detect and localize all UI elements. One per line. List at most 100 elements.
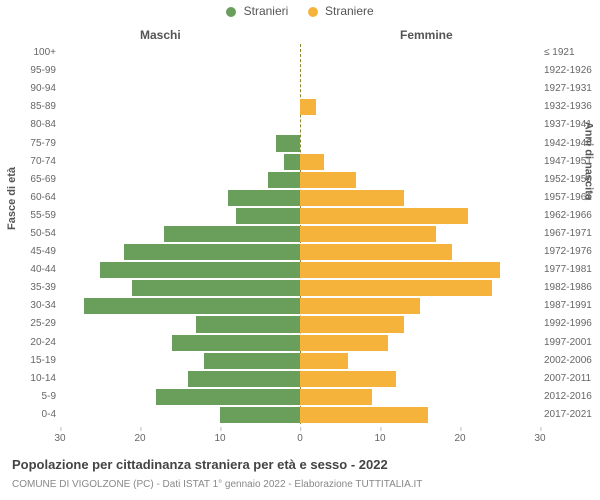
pyramid-row: 70-741947-1951: [60, 153, 540, 171]
birth-year-label: 2012-2016: [544, 392, 598, 402]
bar-male: [164, 226, 300, 242]
pyramid-row: 95-991922-1926: [60, 62, 540, 80]
legend-item-male: Stranieri: [226, 4, 288, 18]
age-label: 90-94: [14, 84, 56, 94]
x-tick: 20: [134, 433, 145, 444]
bar-female: [300, 407, 428, 423]
age-label: 30-34: [14, 301, 56, 311]
pyramid-row: 10-142007-2011: [60, 370, 540, 388]
bar-female: [300, 335, 388, 351]
bar-female: [300, 172, 356, 188]
pyramid-row: 20-241997-2001: [60, 334, 540, 352]
pyramid-row: 50-541967-1971: [60, 225, 540, 243]
birth-year-label: 1957-1961: [544, 193, 598, 203]
bar-male: [124, 244, 300, 260]
pyramid-row: 30-341987-1991: [60, 297, 540, 315]
age-label: 85-89: [14, 102, 56, 112]
bar-male: [156, 389, 300, 405]
pyramid-row: 0-42017-2021: [60, 406, 540, 424]
age-label: 35-39: [14, 283, 56, 293]
age-label: 75-79: [14, 139, 56, 149]
x-tick: 10: [214, 433, 225, 444]
birth-year-label: 2017-2021: [544, 410, 598, 420]
birth-year-label: 1932-1936: [544, 102, 598, 112]
half-title-male: Maschi: [140, 28, 181, 42]
legend-label-female: Straniere: [325, 4, 374, 18]
age-label: 45-49: [14, 247, 56, 257]
pyramid-row: 100+≤ 1921: [60, 44, 540, 62]
birth-year-label: 1987-1991: [544, 301, 598, 311]
bar-male: [204, 353, 300, 369]
pyramid-row: 15-192002-2006: [60, 352, 540, 370]
pyramid-row: 75-791942-1946: [60, 134, 540, 152]
bar-male: [172, 335, 300, 351]
bar-female: [300, 371, 396, 387]
birth-year-label: 1977-1981: [544, 265, 598, 275]
birth-year-label: 1967-1971: [544, 229, 598, 239]
birth-year-label: 1927-1931: [544, 84, 598, 94]
bar-female: [300, 280, 492, 296]
half-title-female: Femmine: [400, 28, 453, 42]
bar-female: [300, 226, 436, 242]
chart-subtitle: COMUNE DI VIGOLZONE (PC) - Dati ISTAT 1°…: [12, 479, 422, 490]
age-label: 0-4: [14, 410, 56, 420]
age-label: 40-44: [14, 265, 56, 275]
pyramid-row: 55-591962-1966: [60, 207, 540, 225]
pyramid-row: 90-941927-1931: [60, 80, 540, 98]
legend: Stranieri Straniere: [0, 4, 600, 18]
bar-male: [132, 280, 300, 296]
age-label: 55-59: [14, 211, 56, 221]
birth-year-label: 1942-1946: [544, 139, 598, 149]
age-label: 70-74: [14, 157, 56, 167]
birth-year-label: 1962-1966: [544, 211, 598, 221]
bar-male: [188, 371, 300, 387]
bar-female: [300, 154, 324, 170]
legend-swatch-male: [226, 7, 236, 17]
age-label: 100+: [14, 48, 56, 58]
bar-female: [300, 190, 404, 206]
bar-male: [196, 316, 300, 332]
bar-male: [276, 135, 300, 151]
bar-female: [300, 208, 468, 224]
age-label: 20-24: [14, 338, 56, 348]
birth-year-label: 1952-1956: [544, 175, 598, 185]
pyramid-row: 35-391982-1986: [60, 279, 540, 297]
age-label: 15-19: [14, 356, 56, 366]
bar-female: [300, 316, 404, 332]
bar-male: [100, 262, 300, 278]
age-label: 5-9: [14, 392, 56, 402]
birth-year-label: 2002-2006: [544, 356, 598, 366]
age-label: 60-64: [14, 193, 56, 203]
pyramid-row: 5-92012-2016: [60, 388, 540, 406]
bar-female: [300, 99, 316, 115]
bar-male: [236, 208, 300, 224]
birth-year-label: ≤ 1921: [544, 48, 598, 58]
birth-year-label: 1997-2001: [544, 338, 598, 348]
birth-year-label: 1992-1996: [544, 319, 598, 329]
rows-container: 100+≤ 192195-991922-192690-941927-193185…: [60, 44, 540, 424]
bar-male: [84, 298, 300, 314]
birth-year-label: 2007-2011: [544, 374, 598, 384]
pyramid-row: 40-441977-1981: [60, 261, 540, 279]
chart-title: Popolazione per cittadinanza straniera p…: [12, 457, 388, 472]
bar-male: [220, 407, 300, 423]
pyramid-row: 25-291992-1996: [60, 315, 540, 333]
bar-male: [228, 190, 300, 206]
x-tick: 30: [534, 433, 545, 444]
pyramid-row: 80-841937-1941: [60, 116, 540, 134]
age-label: 65-69: [14, 175, 56, 185]
bar-female: [300, 298, 420, 314]
bar-female: [300, 389, 372, 405]
birth-year-label: 1982-1986: [544, 283, 598, 293]
bar-female: [300, 353, 348, 369]
bar-female: [300, 262, 500, 278]
pyramid-row: 45-491972-1976: [60, 243, 540, 261]
bar-female: [300, 244, 452, 260]
x-axis: 3020100102030: [60, 424, 540, 444]
birth-year-label: 1937-1941: [544, 120, 598, 130]
legend-swatch-female: [308, 7, 318, 17]
birth-year-label: 1922-1926: [544, 66, 598, 76]
x-tick: 30: [54, 433, 65, 444]
bar-male: [284, 154, 300, 170]
legend-item-female: Straniere: [308, 4, 374, 18]
